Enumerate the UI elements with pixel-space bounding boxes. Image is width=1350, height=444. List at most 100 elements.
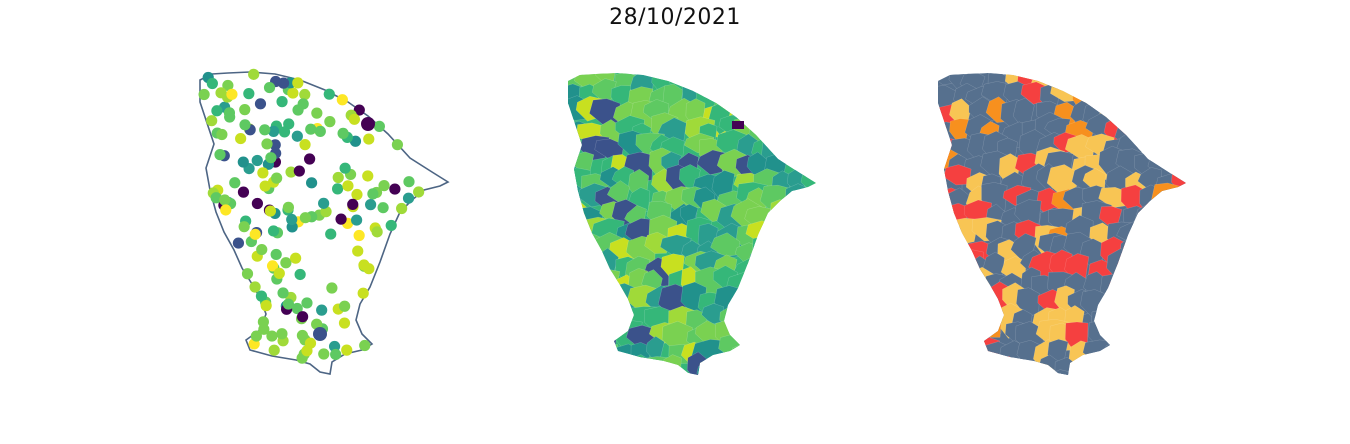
municipality xyxy=(1189,104,1213,136)
station-point xyxy=(292,104,304,116)
station-point xyxy=(353,229,365,242)
station-point xyxy=(351,188,363,201)
station-point xyxy=(325,228,337,240)
municipality xyxy=(1155,336,1180,363)
station-point xyxy=(249,228,261,240)
station-point xyxy=(267,225,280,237)
station-point xyxy=(237,186,250,198)
municipality xyxy=(1138,82,1168,105)
municipality xyxy=(947,236,967,261)
station-point xyxy=(330,348,342,361)
figure-title: 28/10/2021 xyxy=(609,5,741,30)
station-point xyxy=(305,123,317,135)
station-point xyxy=(318,348,330,360)
municipality xyxy=(938,321,953,354)
station-point xyxy=(331,183,344,195)
municipality xyxy=(962,290,985,317)
municipality xyxy=(984,360,1008,375)
station-point xyxy=(282,201,295,213)
municipality xyxy=(1121,269,1154,303)
station-point xyxy=(311,318,323,330)
station-point xyxy=(339,300,351,312)
municipality xyxy=(1170,100,1186,131)
municipality xyxy=(1141,236,1162,267)
station-point xyxy=(265,152,277,164)
station-point xyxy=(232,237,245,249)
municipality xyxy=(1188,168,1222,193)
station-point xyxy=(263,81,276,94)
municipality xyxy=(1020,378,1037,402)
municipality xyxy=(938,221,962,257)
municipality xyxy=(1120,286,1153,317)
municipality xyxy=(1171,170,1186,194)
municipality xyxy=(1031,369,1064,375)
municipality xyxy=(1184,187,1186,215)
municipality xyxy=(945,287,977,317)
municipality xyxy=(1131,257,1158,283)
station-point xyxy=(270,248,282,261)
municipality xyxy=(949,354,979,375)
municipality xyxy=(1185,343,1186,373)
station-point xyxy=(339,162,351,174)
municipality xyxy=(1014,199,1042,228)
station-point xyxy=(261,138,273,150)
municipality xyxy=(1115,352,1139,375)
station-point xyxy=(297,311,309,323)
municipality xyxy=(1082,167,1106,191)
station-point xyxy=(353,104,365,116)
station-point xyxy=(293,165,305,177)
municipality xyxy=(1020,360,1042,375)
municipality xyxy=(1153,307,1183,340)
municipality xyxy=(1170,187,1186,216)
station-point xyxy=(287,87,299,99)
station-point xyxy=(332,171,344,184)
municipality xyxy=(1135,293,1156,327)
municipality xyxy=(942,338,966,372)
station-point xyxy=(271,172,283,184)
municipality xyxy=(938,238,957,266)
municipality xyxy=(1192,139,1216,163)
municipality xyxy=(1173,374,1186,375)
station-point xyxy=(403,176,415,188)
station-point xyxy=(378,180,390,192)
municipality xyxy=(1169,238,1186,272)
station-point xyxy=(219,194,231,206)
municipality xyxy=(1136,302,1170,330)
municipality xyxy=(1170,221,1186,245)
station-point xyxy=(402,192,415,204)
station-point xyxy=(371,226,383,238)
station-point xyxy=(316,304,328,316)
municipality xyxy=(1191,199,1222,221)
municipality xyxy=(1151,182,1181,214)
station-point xyxy=(241,268,254,280)
station-point xyxy=(206,115,218,127)
municipality xyxy=(1123,323,1151,354)
station-point xyxy=(352,245,364,257)
station-point xyxy=(385,219,397,232)
station-point xyxy=(342,180,354,192)
municipality xyxy=(1100,273,1131,304)
municipality xyxy=(1098,302,1134,329)
municipality xyxy=(1191,62,1213,89)
station-point xyxy=(264,205,277,217)
station-point xyxy=(365,199,377,211)
municipality xyxy=(981,373,1003,375)
municipality xyxy=(938,310,966,341)
station-point xyxy=(373,120,385,132)
station-point xyxy=(273,267,285,279)
municipality xyxy=(938,254,961,285)
municipality xyxy=(1122,306,1144,343)
municipality xyxy=(1152,373,1175,375)
municipality xyxy=(1082,339,1115,365)
municipality xyxy=(1182,368,1186,375)
station-point xyxy=(226,88,238,100)
municipality xyxy=(1190,231,1214,264)
municipality xyxy=(1183,84,1186,113)
station-point xyxy=(216,128,228,141)
municipality xyxy=(1165,273,1186,305)
municipality xyxy=(1123,87,1149,113)
station-point xyxy=(299,139,311,151)
municipality xyxy=(1113,101,1148,125)
municipality xyxy=(1044,369,1072,375)
